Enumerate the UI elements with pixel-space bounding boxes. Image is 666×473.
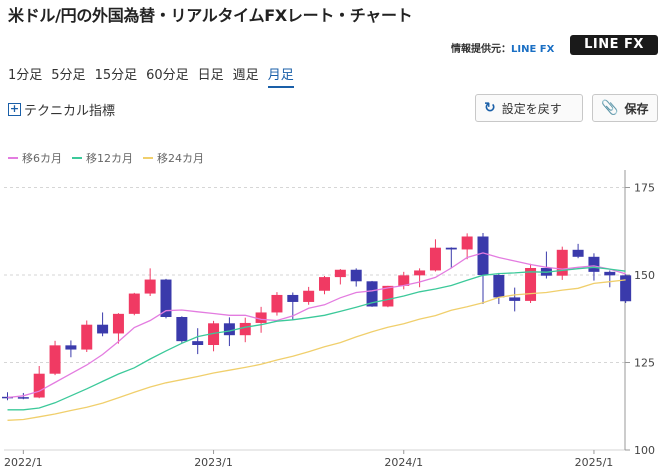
candle-body — [366, 281, 378, 307]
refresh-icon: ↻ — [484, 100, 496, 116]
period-tab-3[interactable]: 60分足 — [146, 68, 189, 83]
ma-line — [7, 252, 626, 399]
provider-label: 情報提供元： — [451, 44, 511, 55]
candle-body — [429, 247, 441, 271]
legend-item-2[interactable]: 移24カ月 — [143, 150, 204, 166]
candle-body — [223, 323, 235, 336]
candle-body — [2, 396, 13, 399]
candle-body — [334, 269, 346, 278]
candle-body — [588, 256, 600, 272]
page-title: 米ドル/円の外国為替・リアルタイムFXレート・チャート — [8, 6, 413, 25]
candle-body — [493, 275, 505, 298]
candle-body — [556, 249, 568, 276]
provider-link[interactable]: LINE FX — [511, 44, 555, 55]
period-tab-1[interactable]: 5分足 — [51, 68, 86, 83]
candle-body — [461, 236, 473, 250]
period-tabs: 1分足 5分足 15分足 60分足 日足 週足 月足 — [8, 64, 303, 88]
technical-indicator-label: テクニカル指標 — [24, 104, 116, 119]
legend-swatch — [8, 157, 18, 159]
candle-body — [239, 322, 251, 336]
candle-body — [509, 297, 521, 301]
candle-body — [208, 323, 220, 345]
candle-body — [144, 279, 156, 294]
period-tab-4[interactable]: 日足 — [197, 68, 224, 83]
candle-body — [192, 341, 204, 345]
x-tick-label: 2024/1 — [384, 456, 423, 469]
legend-item-0[interactable]: 移6カ月 — [8, 150, 62, 166]
candle-body — [303, 290, 315, 302]
ma-line — [7, 279, 626, 421]
y-tick-label: 125 — [634, 357, 655, 370]
x-tick-label: 2023/1 — [194, 456, 233, 469]
candle-body — [620, 275, 632, 302]
y-tick-label: 150 — [634, 269, 655, 282]
legend-swatch — [143, 157, 153, 159]
candle-body — [525, 268, 537, 301]
x-tick-label: 2022/1 — [4, 456, 43, 469]
candle-body — [65, 345, 77, 350]
candle-body — [477, 236, 489, 275]
paperclip-icon: 📎 — [601, 100, 619, 116]
ma-line — [7, 266, 626, 411]
x-tick-label: 2025/1 — [575, 456, 614, 469]
candle-body — [287, 294, 299, 302]
candle-body — [414, 270, 426, 276]
period-tab-2[interactable]: 15分足 — [94, 68, 138, 83]
save-button[interactable]: 📎 保存 — [592, 94, 658, 122]
period-tab-6[interactable]: 月足 — [267, 64, 294, 88]
candle-body — [255, 312, 267, 323]
y-tick-label: 100 — [634, 444, 655, 457]
candle-body — [160, 279, 172, 317]
legend-item-1[interactable]: 移12カ月 — [72, 150, 133, 166]
y-tick-label: 175 — [634, 182, 655, 195]
legend-label: 移12カ月 — [86, 152, 133, 165]
candle-body — [382, 285, 394, 307]
candle-body — [49, 345, 61, 374]
reset-settings-label: 設定を戻す — [501, 101, 562, 116]
candle-body — [445, 247, 457, 250]
candle-body — [17, 397, 29, 399]
candle-body — [33, 373, 45, 398]
candle-body — [271, 294, 283, 313]
candle-body — [112, 313, 124, 334]
candle-body — [81, 324, 93, 350]
candle-body — [176, 317, 188, 342]
candle-body — [350, 269, 362, 282]
line-fx-logo[interactable]: LINE FX — [570, 35, 658, 55]
period-tab-5[interactable]: 週足 — [232, 68, 259, 83]
candle-body — [319, 277, 330, 291]
candle-body — [398, 275, 410, 286]
legend-swatch — [72, 157, 82, 159]
save-label: 保存 — [624, 101, 649, 116]
period-tab-0[interactable]: 1分足 — [8, 68, 43, 83]
reset-settings-button[interactable]: ↻ 設定を戻す — [475, 94, 583, 122]
candle-body — [604, 271, 616, 276]
technical-indicator-button[interactable]: + テクニカル指標 — [8, 100, 115, 119]
plus-square-icon: + — [8, 102, 21, 116]
candle-body — [128, 293, 140, 314]
candle-body — [97, 324, 109, 334]
provider-credit: 情報提供元：LINE FX — [451, 40, 554, 55]
chart-legend: 移6カ月 移12カ月 移24カ月 — [8, 150, 214, 166]
legend-label: 移24カ月 — [157, 152, 204, 165]
candle-body — [572, 249, 584, 257]
price-chart[interactable]: 100 125 150 175 2022/1 2023/1 2024/1 2025/1 — [0, 170, 666, 473]
legend-label: 移6カ月 — [22, 152, 62, 165]
